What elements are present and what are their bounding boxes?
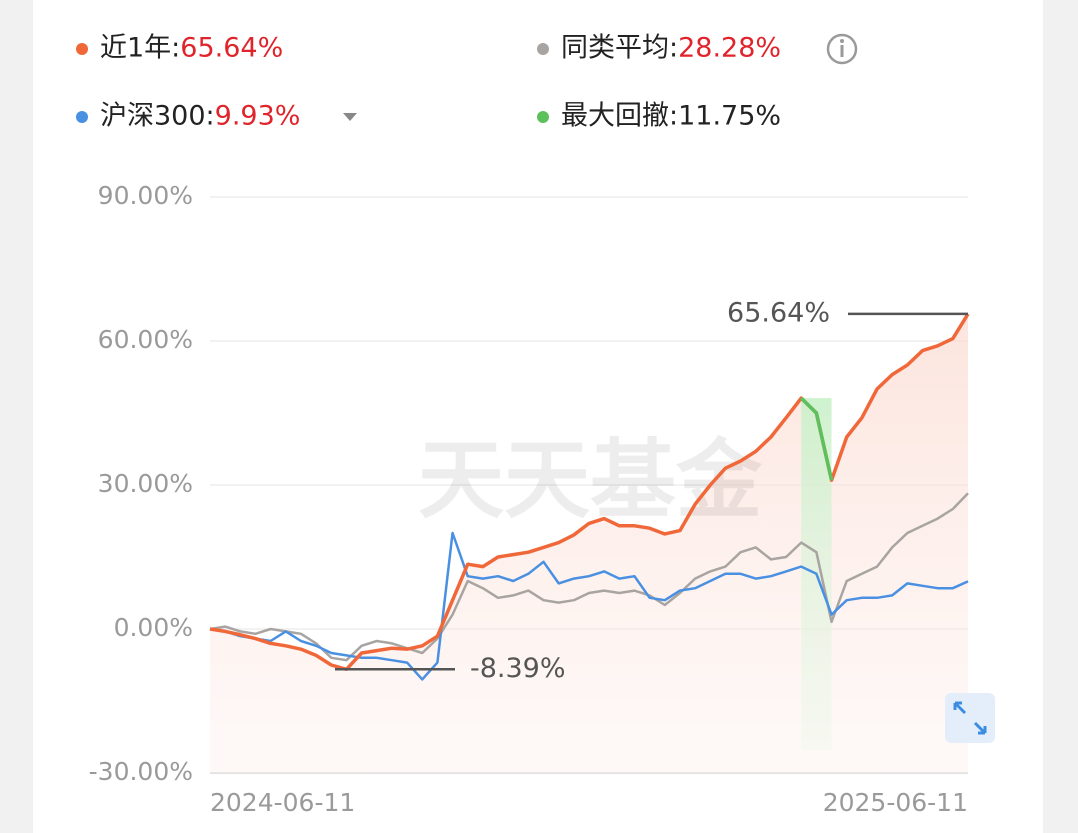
y-tick-label: 90.00% — [98, 181, 193, 210]
series-line — [209, 313, 970, 672]
dropdown-arrow[interactable] — [343, 113, 357, 121]
watermark: 天天基金 — [418, 430, 763, 531]
legend-dot — [537, 111, 549, 123]
x-tick-label: 2025-06-11 — [823, 788, 968, 817]
legend-name: 沪深300: — [100, 101, 215, 132]
plot: -30.00% 0.00% 30.00% 60.00% 90.00% 2024-06-11… — [89, 181, 970, 817]
series-line — [209, 492, 969, 662]
legend-name: 近1年: — [100, 33, 180, 64]
legend-name: 同类平均: — [561, 33, 678, 64]
legend-value: 11.75% — [678, 101, 781, 132]
annotation-label: 65.64% — [727, 297, 830, 328]
annotation-label: -8.39% — [470, 653, 566, 684]
legend-value: 28.28% — [678, 33, 781, 64]
x-tick-label: 2024-06-11 — [210, 788, 355, 817]
expand-button[interactable] — [945, 693, 995, 743]
legend-name: 最大回撤: — [561, 101, 678, 132]
y-tick-label: 60.00% — [98, 325, 193, 354]
legend-dot — [76, 111, 88, 123]
series-line — [209, 531, 969, 681]
legend-value: 9.93% — [215, 101, 301, 132]
legend-dot — [76, 43, 88, 55]
series-line — [800, 396, 834, 481]
y-tick-label: 0.00% — [114, 613, 193, 642]
legend-dot — [537, 43, 549, 55]
legend-value: 65.64% — [180, 33, 283, 64]
y-tick-label: -30.00% — [89, 757, 193, 786]
y-tick-label: 30.00% — [98, 469, 193, 498]
info-icon[interactable] — [826, 33, 858, 65]
